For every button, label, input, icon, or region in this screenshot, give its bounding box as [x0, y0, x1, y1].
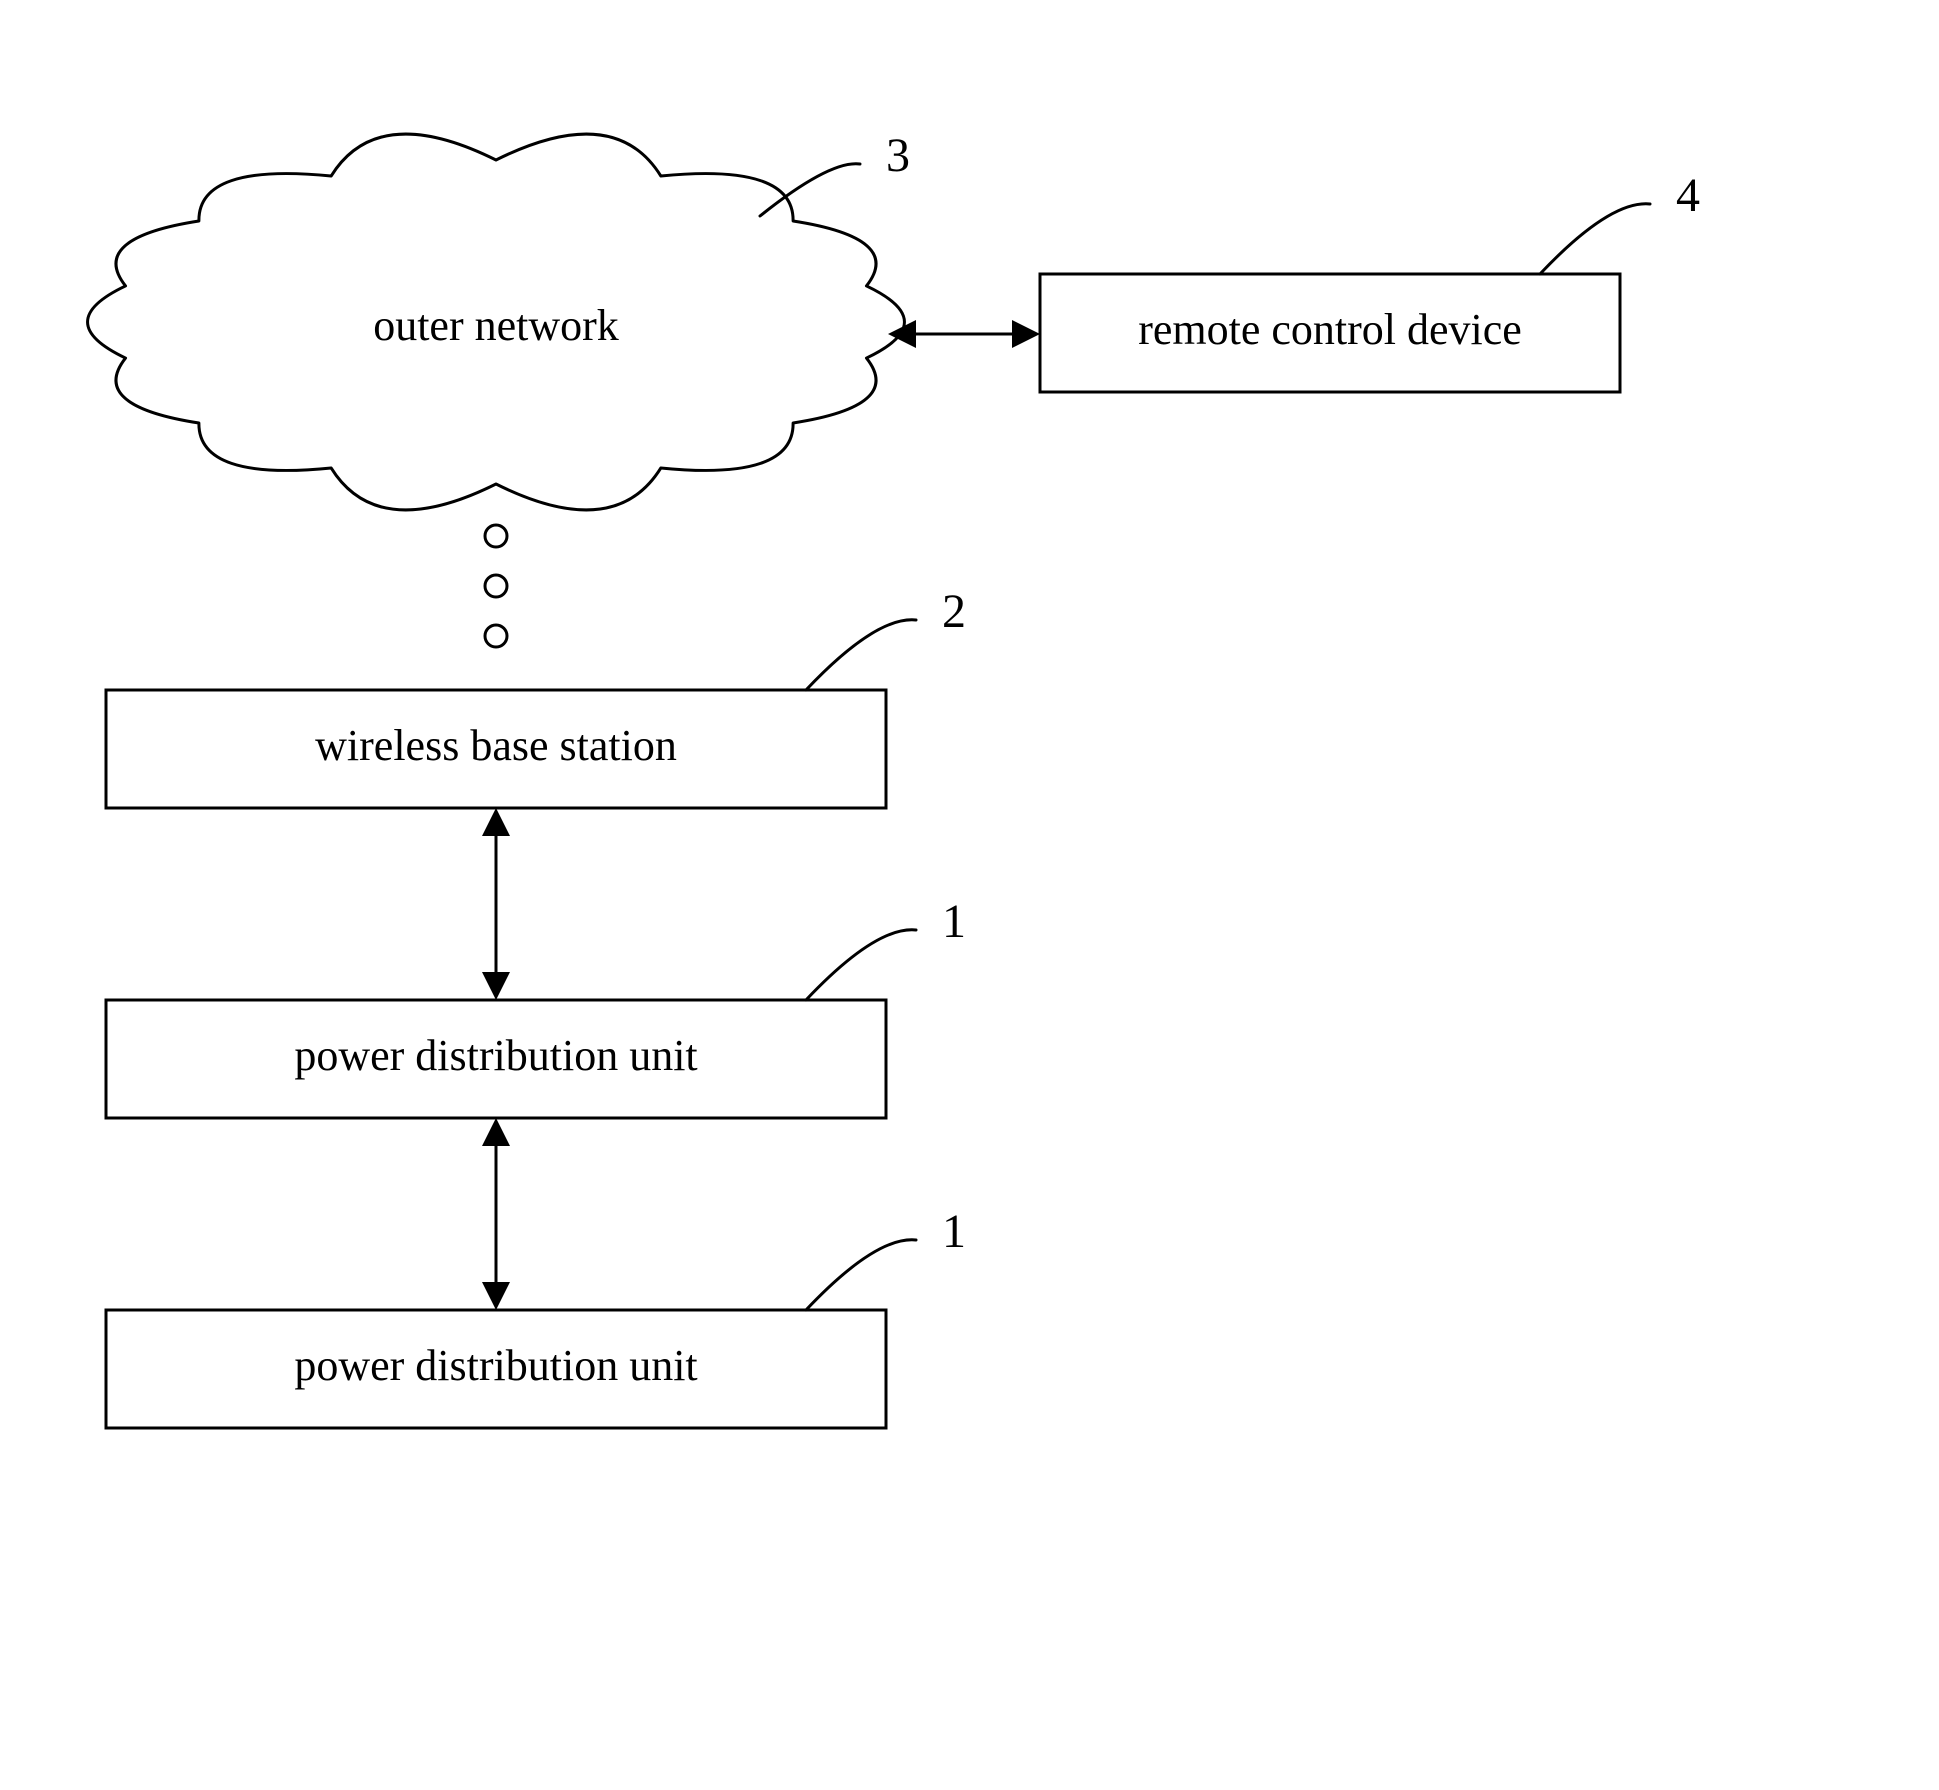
base-ref-number: 2: [942, 585, 966, 638]
arrow-cloud-remote: [888, 320, 1040, 348]
arrow-head: [482, 808, 510, 836]
arrow-pdu1-pdu2: [482, 1118, 510, 1310]
pdu2-ref-number: 1: [942, 1205, 966, 1258]
pdu1-ref-number: 1: [942, 895, 966, 948]
remote-node: remote control device: [1040, 274, 1620, 392]
base-ref: 2: [806, 585, 966, 690]
base-leader: [806, 620, 916, 690]
arrow-base-pdu1: [482, 808, 510, 1000]
remote-ref-number: 4: [1676, 169, 1700, 222]
base-label: wireless base station: [315, 721, 677, 770]
cloud-ref-number: 3: [886, 129, 910, 182]
remote-label: remote control device: [1138, 305, 1522, 354]
cloud-leader: [760, 164, 860, 216]
arrow-head: [1012, 320, 1040, 348]
cloud-node: outer network: [88, 134, 905, 510]
pdu2-node: power distribution unit: [106, 1310, 886, 1428]
pdu1-label: power distribution unit: [294, 1031, 697, 1080]
wireless-dot-0: [485, 525, 507, 547]
pdu1-node: power distribution unit: [106, 1000, 886, 1118]
pdu2-leader: [806, 1240, 916, 1310]
arrow-head: [482, 972, 510, 1000]
arrow-head: [482, 1282, 510, 1310]
pdu1-leader: [806, 930, 916, 1000]
cloud-ref: 3: [760, 129, 910, 216]
pdu2-label: power distribution unit: [294, 1341, 697, 1390]
cloud-label: outer network: [373, 301, 619, 350]
pdu2-ref: 1: [806, 1205, 966, 1310]
remote-ref: 4: [1540, 169, 1700, 274]
pdu1-ref: 1: [806, 895, 966, 1000]
base-node: wireless base station: [106, 690, 886, 808]
remote-leader: [1540, 204, 1650, 274]
wireless-dot-2: [485, 625, 507, 647]
wireless-dot-1: [485, 575, 507, 597]
arrow-head: [482, 1118, 510, 1146]
